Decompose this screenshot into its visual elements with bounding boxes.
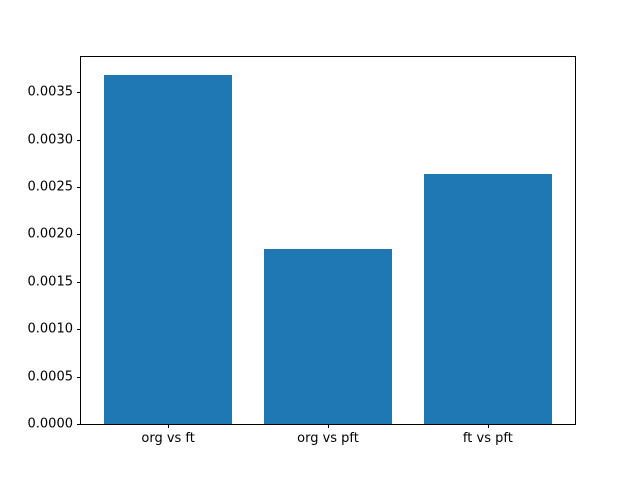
bar-org-vs-ft	[104, 75, 233, 424]
plot-area: 0.0000 0.0005 0.0010 0.0015 0.0020 0.0025 0.00…	[28, 56, 576, 445]
y-tick-mark	[77, 329, 81, 331]
y-tick-mark	[77, 186, 81, 188]
y-tick-label: 0.0020	[27, 226, 74, 242]
y-tick-label: 0.0025	[27, 179, 74, 195]
y-tick-mark	[77, 281, 81, 283]
y-tick-label: 0.0010	[27, 321, 74, 337]
x-tick-mark	[487, 424, 489, 428]
y-tick-label: 0.0015	[27, 274, 74, 290]
y-tick-label: 0.0005	[27, 369, 74, 385]
y-tick-mark	[77, 376, 81, 378]
y-tick-label: 0.0000	[27, 416, 74, 432]
y-tick-label: 0.0030	[27, 132, 74, 147]
x-tick-label: ft vs pft	[462, 431, 513, 446]
x-tick-label: org vs pft	[297, 431, 359, 446]
y-tick-mark	[77, 92, 81, 94]
x-tick-mark	[328, 424, 329, 428]
y-tick-label: 0.0035	[27, 84, 74, 100]
x-tick-mark	[168, 424, 170, 428]
x-tick-label: org vs ft	[141, 431, 195, 446]
bar-org-vs-pft	[264, 248, 392, 424]
y-tick-mark	[77, 234, 81, 236]
y-tick-mark	[77, 139, 81, 141]
y-tick-mark	[77, 424, 81, 425]
bar-ft-vs-pft	[423, 173, 552, 424]
